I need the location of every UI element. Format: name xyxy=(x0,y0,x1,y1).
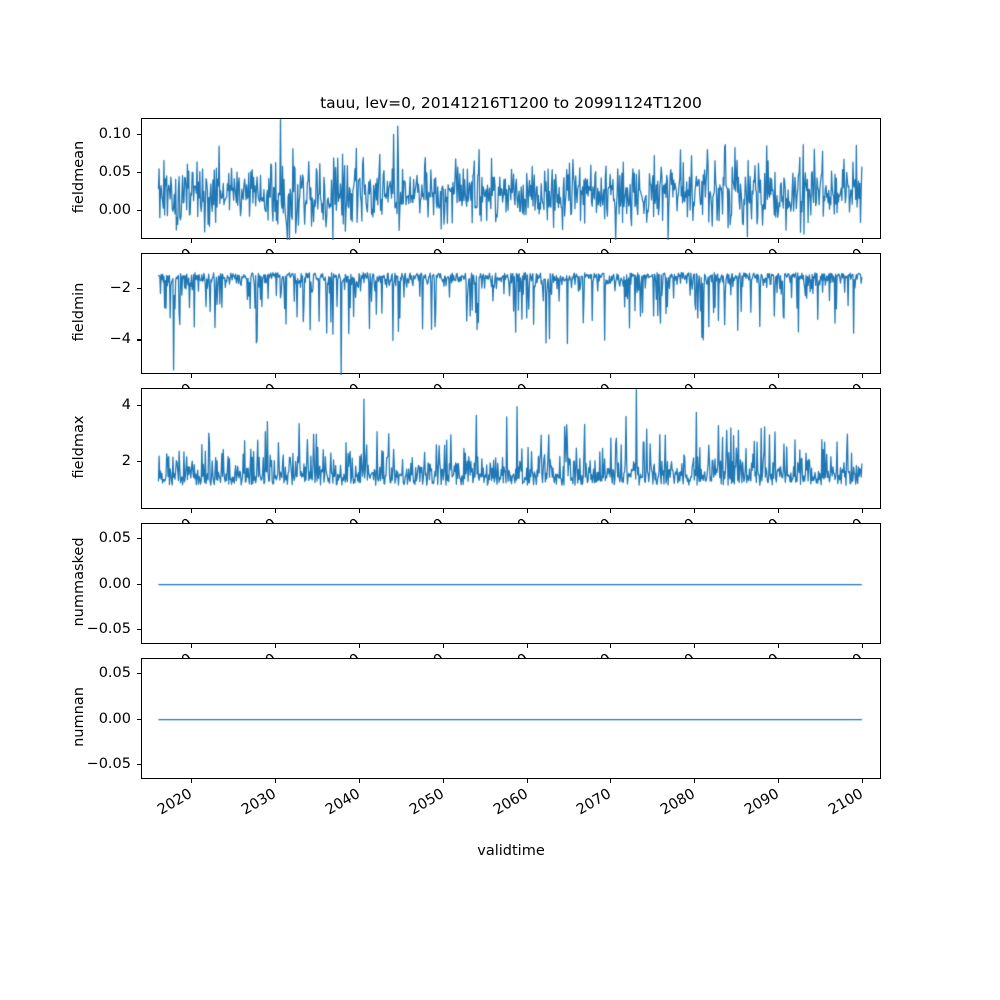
y-tick-mark xyxy=(137,764,141,766)
x-tick-mark xyxy=(358,239,360,243)
y-tick-label: 0.00 xyxy=(98,710,131,727)
y-tick-label: −0.05 xyxy=(86,756,131,773)
x-tick-mark xyxy=(777,644,779,648)
x-tick-mark xyxy=(275,644,277,648)
subplot-numnan xyxy=(141,658,882,780)
subplot-fieldmax xyxy=(141,388,882,510)
x-tick-mark xyxy=(694,374,696,378)
x-tick-mark xyxy=(358,509,360,513)
x-tick-mark xyxy=(275,509,277,513)
subplot-fieldmean xyxy=(141,118,882,240)
x-tick-mark xyxy=(526,644,528,648)
x-tick-mark xyxy=(358,779,360,783)
plot-line-numnan xyxy=(142,659,882,780)
x-tick-mark xyxy=(610,644,612,648)
x-tick-mark xyxy=(610,239,612,243)
x-tick-mark xyxy=(526,239,528,243)
y-tick-mark xyxy=(137,537,141,539)
y-tick-label: 2 xyxy=(121,453,131,470)
x-tick-mark xyxy=(861,644,863,648)
y-tick-mark xyxy=(137,672,141,674)
y-tick-mark xyxy=(137,718,141,720)
x-tick-mark xyxy=(610,509,612,513)
x-tick-mark xyxy=(191,509,193,513)
x-tick-mark xyxy=(777,779,779,783)
x-tick-mark xyxy=(442,239,444,243)
x-tick-mark xyxy=(442,509,444,513)
x-tick-mark xyxy=(777,374,779,378)
plot-line-fieldmin xyxy=(142,254,882,375)
x-tick-mark xyxy=(694,239,696,243)
y-axis-label-numnan: numnan xyxy=(71,686,87,747)
y-tick-label: −2 xyxy=(109,280,131,297)
y-tick-mark xyxy=(137,288,141,290)
y-tick-label: 0.00 xyxy=(98,575,131,592)
x-tick-mark xyxy=(861,239,863,243)
subplot-fieldmin xyxy=(141,253,882,375)
figure-title: tauu, lev=0, 20141216T1200 to 20991124T1… xyxy=(320,94,702,112)
x-tick-mark xyxy=(694,644,696,648)
x-tick-mark xyxy=(861,779,863,783)
x-tick-mark xyxy=(861,374,863,378)
y-tick-mark xyxy=(137,209,141,211)
subplot-nummasked xyxy=(141,523,882,645)
x-tick-mark xyxy=(694,779,696,783)
y-tick-label: 0.05 xyxy=(98,163,131,180)
y-tick-label: 4 xyxy=(121,397,131,414)
plot-line-fieldmean xyxy=(142,119,882,240)
x-tick-mark xyxy=(191,374,193,378)
y-tick-label: 0.05 xyxy=(98,664,131,681)
y-tick-mark xyxy=(137,461,141,463)
x-axis-label: validtime xyxy=(477,843,545,859)
x-tick-mark xyxy=(358,644,360,648)
y-tick-mark xyxy=(137,629,141,631)
x-tick-mark xyxy=(275,779,277,783)
y-axis-label-nummasked: nummasked xyxy=(71,536,87,627)
y-axis-label-fieldmin: fieldmin xyxy=(71,282,87,341)
x-tick-mark xyxy=(777,509,779,513)
y-tick-mark xyxy=(137,405,141,407)
y-tick-label: 0.05 xyxy=(98,529,131,546)
x-tick-mark xyxy=(191,239,193,243)
x-tick-mark xyxy=(442,374,444,378)
x-tick-mark xyxy=(191,644,193,648)
y-tick-mark xyxy=(137,583,141,585)
x-tick-mark xyxy=(610,779,612,783)
x-tick-mark xyxy=(694,509,696,513)
x-tick-mark xyxy=(526,374,528,378)
x-tick-mark xyxy=(358,374,360,378)
x-tick-mark xyxy=(275,239,277,243)
y-tick-label: −4 xyxy=(109,331,131,348)
x-tick-mark xyxy=(526,779,528,783)
x-tick-mark xyxy=(275,374,277,378)
x-tick-mark xyxy=(777,239,779,243)
y-tick-mark xyxy=(137,171,141,173)
x-tick-mark xyxy=(526,509,528,513)
x-tick-mark xyxy=(442,644,444,648)
plot-line-fieldmax xyxy=(142,389,882,510)
y-tick-mark xyxy=(137,339,141,341)
x-tick-mark xyxy=(610,374,612,378)
plot-line-nummasked xyxy=(142,524,882,645)
x-tick-mark xyxy=(191,779,193,783)
y-tick-mark xyxy=(137,133,141,135)
y-axis-label-fieldmax: fieldmax xyxy=(71,415,87,478)
y-tick-label: 0.00 xyxy=(98,201,131,218)
y-axis-label-fieldmean: fieldmean xyxy=(71,140,87,213)
x-tick-mark xyxy=(861,509,863,513)
x-tick-mark xyxy=(442,779,444,783)
y-tick-label: −0.05 xyxy=(86,621,131,638)
y-tick-label: 0.10 xyxy=(98,125,131,142)
